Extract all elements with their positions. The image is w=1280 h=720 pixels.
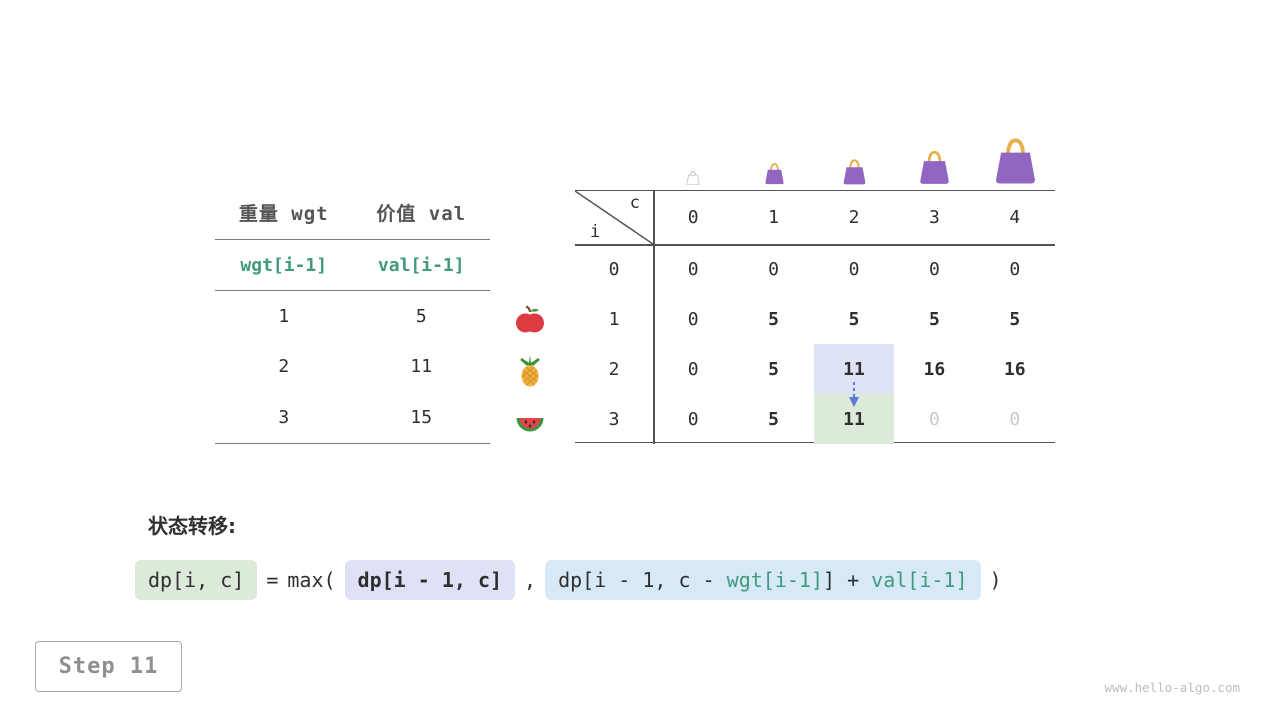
item-value-value: 11: [410, 356, 433, 378]
formula-take-prefix: dp[i - 1, c -: [558, 568, 727, 592]
formula-close-paren: ): [989, 568, 1002, 592]
item-axis-label: i: [590, 222, 601, 242]
dp-cell-highlighted: 11: [813, 344, 895, 394]
item-weight-value: 2: [278, 356, 290, 378]
dp-column-header: 0: [687, 207, 699, 228]
value-column-header: 价值 val: [376, 203, 467, 225]
corner-diagonal-line: [575, 191, 653, 244]
items-table-row: 2 11: [215, 342, 490, 393]
dp-column-header: 1: [768, 207, 779, 228]
dp-cell: 0: [687, 258, 699, 280]
dp-cell: 0: [687, 358, 699, 380]
formula-take-item-term: dp[i - 1, c - wgt[i-1]] + val[i-1]: [545, 560, 981, 600]
apple-icon: [514, 304, 546, 336]
item-weight-value: 3: [278, 406, 290, 428]
weight-array-label: wgt[i-1]: [240, 254, 328, 276]
knapsack-bag-icon-capacity-3: [918, 149, 951, 185]
dp-column-header: 2: [848, 207, 860, 228]
dp-row-header: 2: [608, 358, 620, 380]
dp-cell: 5: [1009, 308, 1021, 330]
formula-take-mid: ] +: [823, 568, 872, 592]
state-transition-arrow-icon: [849, 382, 859, 407]
knapsack-bag-icon-capacity-4: [993, 136, 1038, 185]
item-weight-value: 1: [278, 305, 290, 327]
dp-corner-cell: c i: [575, 191, 653, 244]
dp-column-header: 4: [1009, 207, 1021, 228]
dp-cell: 16: [1003, 358, 1026, 380]
dp-cell: 0: [928, 258, 940, 280]
value-array-label: val[i-1]: [377, 254, 465, 276]
dp-cell: 0: [928, 408, 940, 430]
dp-cell: 5: [768, 308, 779, 330]
knapsack-bag-icon-capacity-1: [764, 162, 785, 185]
formula-equals: =: [266, 568, 279, 592]
dp-table-header-divider: [575, 244, 1055, 246]
formula-max-open: max(: [287, 568, 336, 592]
formula-val-ref: val[i-1]: [871, 568, 968, 592]
capacity-axis-label: c: [629, 193, 640, 213]
dp-cell: 0: [848, 258, 860, 280]
dp-cell: 5: [768, 408, 779, 430]
weight-column-header: 重量 wgt: [238, 203, 329, 225]
dp-row-header: 1: [608, 308, 620, 330]
dp-cell: 0: [687, 308, 699, 330]
dp-cell: 5: [928, 308, 940, 330]
dp-cell: 5: [848, 308, 860, 330]
dp-cell: 16: [923, 358, 946, 380]
formula-dp-current-term: dp[i, c]: [135, 560, 258, 600]
dp-cell: 5: [768, 358, 779, 380]
dp-row-header: 3: [608, 408, 620, 430]
knapsack-bag-icon-capacity-2: [842, 158, 867, 185]
dp-cell: 0: [1009, 408, 1021, 430]
items-table: 重量 wgt 价值 val wgt[i-1] val[i-1] 1 5 2 11 3 15: [215, 186, 490, 444]
dp-table-vertical-divider: [653, 191, 655, 444]
dp-cell: 0: [1009, 258, 1021, 280]
formula-skip-item-term: dp[i - 1, c]: [344, 560, 516, 600]
dp-row-header: 0: [608, 258, 620, 280]
dp-cell: 0: [768, 258, 779, 280]
dp-cell: 0: [687, 408, 699, 430]
formula-comma: ,: [524, 568, 537, 592]
formula-wgt-ref: wgt[i-1]: [726, 568, 823, 592]
pineapple-icon: [514, 354, 546, 387]
step-indicator: Step 11: [35, 641, 182, 692]
items-table-body: 1 5 2 11 3 15: [215, 291, 490, 444]
watermark-url: www.hello-algo.com: [1104, 680, 1240, 695]
item-value-value: 5: [415, 305, 427, 327]
dp-column-header: 3: [928, 207, 940, 228]
items-table-header: 重量 wgt 价值 val: [215, 186, 490, 240]
state-transition-label: 状态转移:: [148, 514, 236, 538]
items-table-subheader: wgt[i-1] val[i-1]: [215, 240, 490, 291]
items-table-row: 3 15: [215, 392, 490, 443]
step-label: Step 11: [58, 654, 159, 679]
knapsack-bag-icon-capacity-0: [686, 170, 700, 185]
item-value-value: 15: [410, 406, 433, 428]
state-transition-formula: dp[i, c] = max( dp[i - 1, c] , dp[i - 1,…: [135, 560, 1002, 600]
watermelon-icon: [514, 405, 546, 437]
